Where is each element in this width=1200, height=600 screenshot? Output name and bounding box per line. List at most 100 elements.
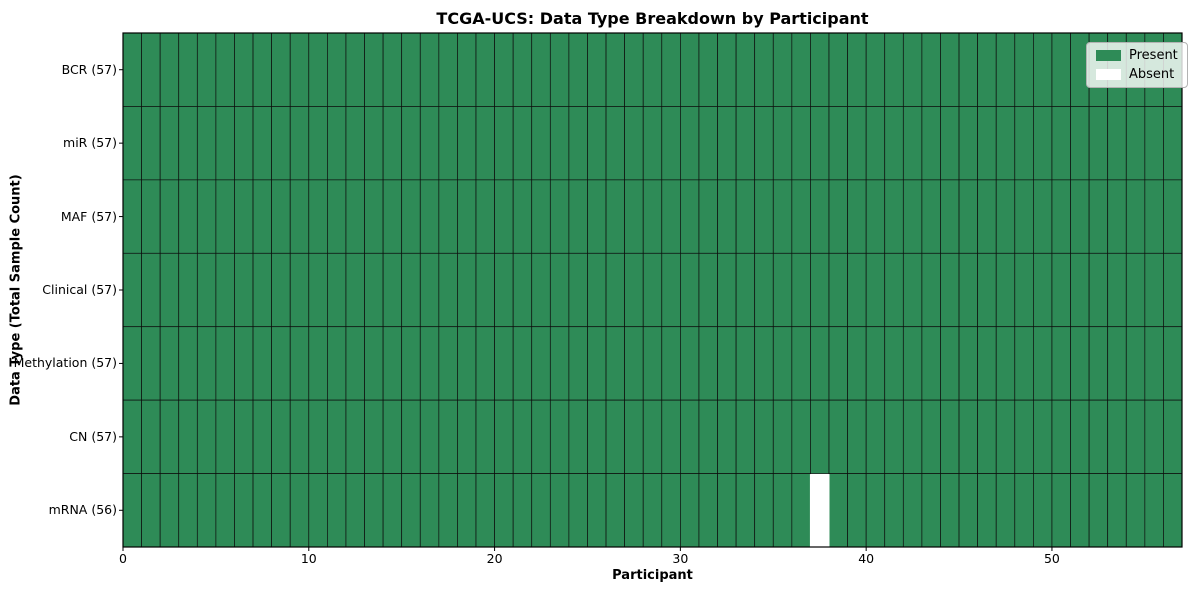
legend-label-present: Present	[1129, 48, 1178, 63]
heatmap-cell	[1144, 252, 1164, 328]
heatmap-cell	[271, 179, 291, 254]
heatmap-cell	[141, 179, 161, 254]
heatmap-cell	[1051, 179, 1071, 254]
heatmap-cell	[401, 252, 421, 328]
heatmap-cell	[549, 179, 570, 254]
heatmap-cell	[438, 399, 458, 474]
heatmap-cell	[828, 179, 848, 254]
heatmap-cell	[717, 32, 737, 107]
heatmap-cell	[122, 399, 142, 474]
heatmap-cell	[940, 399, 960, 474]
heatmap-cell	[661, 473, 681, 548]
heatmap-cell	[587, 179, 607, 254]
heatmap-cell	[735, 252, 756, 328]
heatmap-cell	[382, 179, 403, 254]
heatmap-cell	[754, 32, 774, 107]
heatmap-cell	[289, 179, 310, 254]
y-tick-label: BCR (57)	[61, 61, 117, 77]
heatmap-cell	[271, 32, 291, 107]
heatmap-cell	[1014, 473, 1034, 548]
heatmap-cell	[735, 179, 756, 254]
heatmap-cell	[252, 32, 272, 107]
heatmap-cell	[457, 179, 477, 254]
heatmap-cell	[1014, 326, 1034, 401]
x-tick-label: 10	[300, 551, 317, 566]
heatmap-cell	[958, 252, 978, 328]
heatmap-cell	[327, 32, 347, 107]
heatmap-cell	[624, 473, 644, 548]
heatmap-cell	[475, 32, 495, 107]
heatmap-cell	[717, 326, 737, 401]
heatmap-cell	[196, 399, 217, 474]
heatmap-cell	[494, 32, 514, 107]
heatmap-cell	[605, 252, 625, 328]
heatmap-cell	[252, 473, 272, 548]
heatmap-cell	[122, 106, 142, 181]
heatmap-cell	[754, 399, 774, 474]
heatmap-cell	[642, 179, 663, 254]
heatmap-cell	[382, 106, 403, 181]
heatmap-cell	[810, 252, 830, 328]
heatmap-cell	[327, 399, 347, 474]
heatmap-cell	[271, 473, 291, 548]
heatmap-cell	[549, 473, 570, 548]
heatmap-cell	[438, 473, 458, 548]
heatmap-cell	[1088, 106, 1109, 181]
heatmap-cell	[680, 32, 700, 107]
heatmap-cell	[624, 179, 644, 254]
heatmap-cell	[828, 252, 848, 328]
heatmap-cell	[754, 106, 774, 181]
heatmap-cell	[122, 32, 142, 107]
heatmap-cell	[977, 179, 997, 254]
heatmap-cell	[847, 179, 867, 254]
heatmap-cell	[587, 326, 607, 401]
heatmap-cell	[605, 399, 625, 474]
heatmap-cell	[475, 179, 495, 254]
heatmap-cell	[921, 252, 941, 328]
heatmap-cell	[475, 326, 495, 401]
heatmap-cell	[605, 32, 625, 107]
heatmap-cell	[345, 399, 365, 474]
heatmap-cell	[810, 106, 830, 181]
x-axis-label: Participant	[612, 568, 693, 583]
heatmap-cell	[345, 252, 365, 328]
heatmap-cell	[1125, 326, 1146, 401]
heatmap-cell	[549, 399, 570, 474]
heatmap-cell	[810, 399, 830, 474]
heatmap-cell	[1163, 252, 1183, 328]
heatmap-cell	[401, 399, 421, 474]
heatmap-cell	[196, 106, 217, 181]
heatmap-cell	[122, 252, 142, 328]
heatmap-cell	[865, 252, 886, 328]
heatmap-cell	[1107, 106, 1127, 181]
heatmap-cell	[884, 252, 904, 328]
heatmap-cell	[940, 252, 960, 328]
heatmap-cell	[735, 399, 756, 474]
heatmap-cell	[995, 106, 1016, 181]
heatmap-cell	[475, 252, 495, 328]
heatmap-cell	[196, 473, 217, 548]
heatmap-cell	[902, 326, 923, 401]
heatmap-cell	[308, 252, 328, 328]
heatmap-cell	[810, 179, 830, 254]
heatmap-cell	[345, 473, 365, 548]
heatmap-cell	[419, 399, 440, 474]
heatmap-cell	[196, 32, 217, 107]
heatmap-cell	[1088, 326, 1109, 401]
heatmap-cell	[995, 252, 1016, 328]
heatmap-cell	[308, 473, 328, 548]
heatmap-cell	[977, 252, 997, 328]
y-tick-label: miR (57)	[63, 135, 117, 151]
heatmap-cell	[234, 179, 254, 254]
heatmap-cell-absent	[809, 474, 830, 547]
heatmap-cell	[958, 326, 978, 401]
heatmap-cell	[382, 252, 403, 328]
heatmap-cell	[940, 473, 960, 548]
heatmap-cell	[364, 326, 384, 401]
heatmap-cell	[271, 326, 291, 401]
heatmap-cell	[680, 326, 700, 401]
heatmap-cell	[568, 473, 588, 548]
heatmap-cell	[828, 326, 848, 401]
heatmap-cell	[865, 179, 886, 254]
